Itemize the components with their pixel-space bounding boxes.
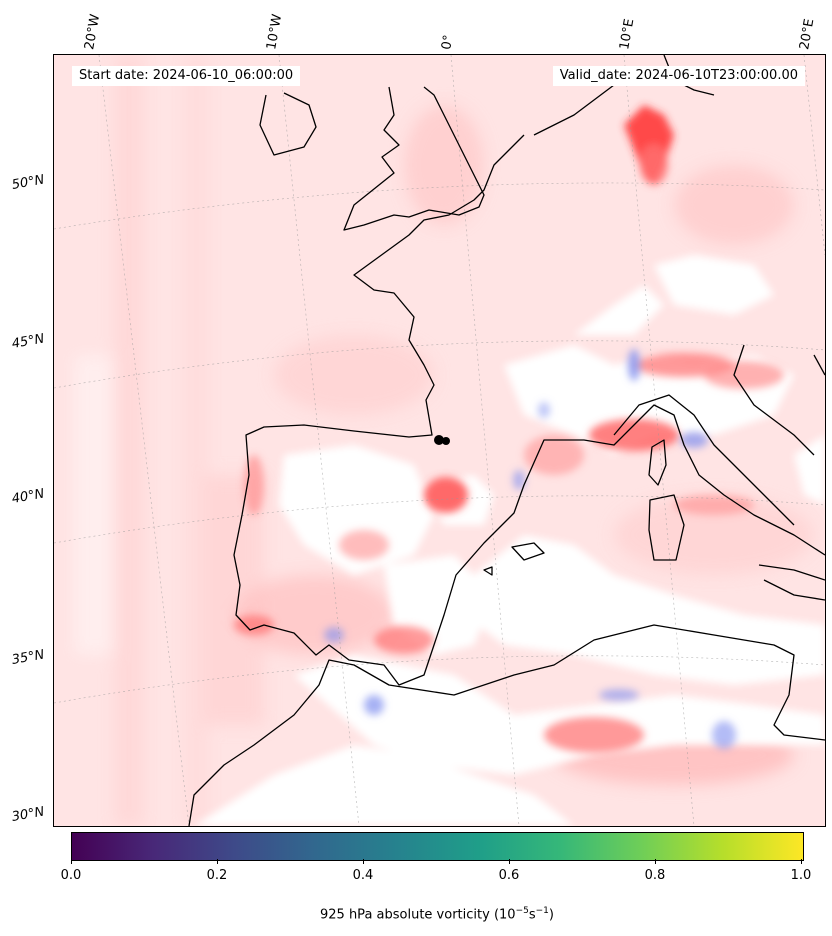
vorticity-map: Start date: 2024-06-10_06:00:00 Valid_da…	[53, 54, 826, 827]
location-marker-2	[442, 437, 450, 445]
valid-date-label: Valid_date: 2024-06-10T23:00:00.00	[552, 66, 805, 86]
coastline-italy	[613, 344, 825, 526]
colorbar	[71, 832, 804, 861]
coastline-ireland	[259, 92, 317, 156]
colorbar-tick-mark	[363, 859, 364, 864]
lat-tick-45n: 45°N	[10, 331, 46, 352]
coastline-france-iberia	[233, 134, 825, 686]
colorbar-tick-label: 0.8	[644, 868, 666, 883]
coastline-sicily	[758, 564, 825, 601]
colorbar-tick-mark	[71, 859, 72, 864]
map-canvas	[54, 55, 825, 826]
negative-vorticity-cores	[324, 349, 736, 749]
colorbar-tick-mark	[801, 859, 802, 864]
positive-vorticity-cores	[234, 105, 784, 753]
colorbar-tick-label: 0.2	[206, 868, 228, 883]
lat-tick-30n: 30°N	[10, 804, 46, 825]
colorbar-tick-label: 0.6	[498, 868, 520, 883]
coastline-britain	[343, 86, 485, 231]
colorbar-tick-label: 0.0	[60, 868, 82, 883]
colorbar-title: 925 hPa absolute vorticity (10−5s−1)	[320, 906, 554, 923]
coastline-balearics	[483, 542, 545, 576]
lon-tick-10e: 10°E	[617, 17, 638, 52]
lon-tick-10w: 10°W	[264, 13, 286, 52]
colorbar-tick-mark	[217, 859, 218, 864]
low-vorticity-patches	[194, 255, 825, 826]
coastline-sardinia	[648, 494, 685, 561]
graticule	[54, 55, 825, 826]
colorbar-tick-mark	[655, 859, 656, 864]
start-date-label: Start date: 2024-06-10_06:00:00	[72, 66, 301, 86]
lat-tick-40n: 40°N	[10, 486, 46, 507]
colorbar-tick-label: 1.0	[790, 868, 812, 883]
lon-tick-20e: 20°E	[797, 17, 818, 52]
location-marker	[434, 435, 444, 445]
colorbar-tick-mark	[509, 859, 510, 864]
colorbar-tick-label: 0.4	[352, 868, 374, 883]
vorticity-texture	[74, 55, 814, 826]
lon-tick-0: 0°	[439, 33, 457, 51]
coastline-north-africa	[188, 624, 825, 826]
coastline-corsica	[648, 439, 667, 486]
lat-tick-50n: 50°N	[10, 172, 46, 193]
lat-tick-35n: 35°N	[10, 647, 46, 668]
lon-tick-20w: 20°W	[82, 13, 104, 52]
